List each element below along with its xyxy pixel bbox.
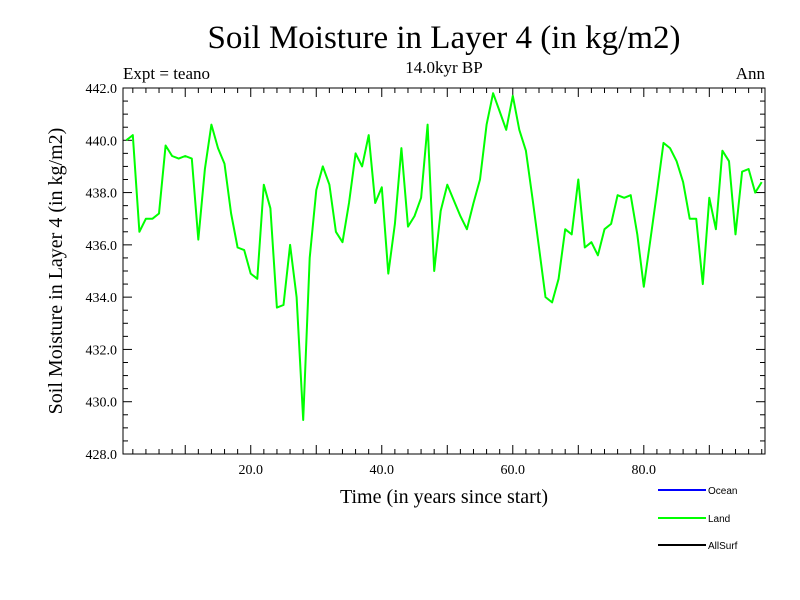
legend: Ocean Land AllSurf xyxy=(658,486,738,552)
legend-label-land: Land xyxy=(708,514,730,525)
y-tick-label: 430.0 xyxy=(86,396,118,411)
x-tick-label: 40.0 xyxy=(370,463,395,478)
x-tick-label: 80.0 xyxy=(632,463,657,478)
x-axis-label: Time (in years since start) xyxy=(340,486,548,508)
experiment-label: Expt = teano xyxy=(123,64,210,83)
y-tick-label: 440.0 xyxy=(86,134,118,149)
series-line-land xyxy=(125,92,763,421)
x-tick-label: 60.0 xyxy=(501,463,526,478)
x-ticks xyxy=(132,88,763,454)
y-ticks xyxy=(123,100,765,442)
legend-label-allsurf: AllSurf xyxy=(708,541,738,552)
plot-frame xyxy=(122,87,766,455)
y-tick-label: 438.0 xyxy=(86,187,118,202)
chart-title: Soil Moisture in Layer 4 (in kg/m2) xyxy=(208,20,681,56)
x-tick-label: 20.0 xyxy=(238,463,263,478)
y-tick-label: 434.0 xyxy=(86,291,118,306)
y-axis-label: Soil Moisture in Layer 4 (in kg/m2) xyxy=(45,128,67,415)
legend-label-ocean: Ocean xyxy=(708,486,737,497)
y-tick-label: 432.0 xyxy=(86,343,118,358)
y-tick-label: 436.0 xyxy=(86,239,118,254)
y-tick-labels: 428.0 430.0 432.0 434.0 436.0 438.0 440.0 442.0 xyxy=(86,82,118,463)
y-tick-label: 442.0 xyxy=(86,82,118,97)
chart-subtitle: 14.0kyr BP xyxy=(405,58,482,77)
season-label: Ann xyxy=(736,64,766,83)
x-tick-labels: 20.0 40.0 60.0 80.0 xyxy=(238,463,656,478)
y-tick-label: 428.0 xyxy=(86,448,118,463)
